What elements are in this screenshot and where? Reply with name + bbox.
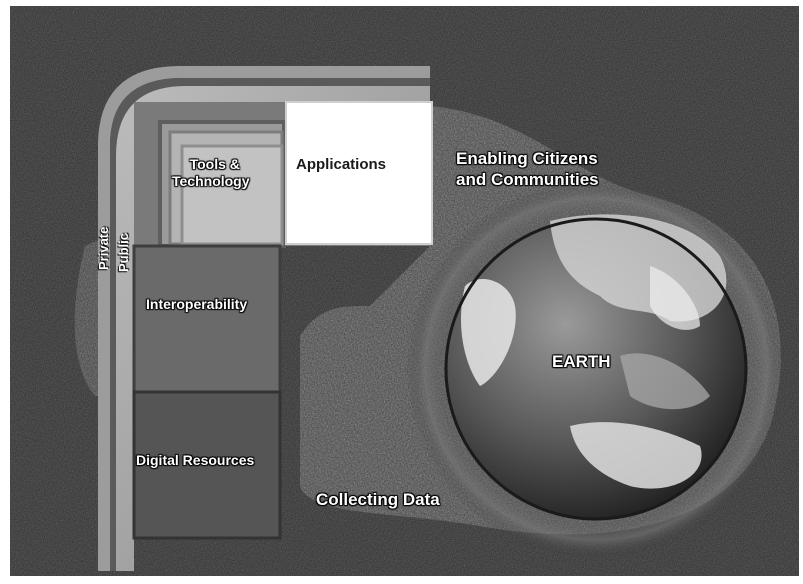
tools-technology-label: Tools & Technology	[172, 156, 250, 190]
enabling-line2: and Communities	[456, 170, 599, 189]
applications-block	[285, 101, 433, 245]
private-label: Private	[96, 226, 111, 270]
enabling-citizens-label: Enabling Citizens and Communities	[456, 148, 599, 190]
applications-label: Applications	[296, 156, 387, 173]
enabling-line1: Enabling Citizens	[456, 149, 598, 168]
noise-background	[10, 6, 799, 576]
digital-resources-label: Digital Resources	[136, 452, 255, 468]
continent-south-america	[460, 278, 516, 386]
interoperability-block	[132, 244, 282, 394]
digital-resources-block	[132, 390, 282, 540]
tools-technology-line2: Technology	[172, 173, 250, 189]
earth-label: EARTH	[552, 352, 611, 371]
collecting-data-label: Collecting Data	[316, 490, 440, 509]
tools-technology-line1: Tools &	[189, 156, 240, 172]
interoperability-label: Interoperability	[146, 296, 248, 312]
diagram-graphics	[10, 6, 799, 576]
public-label: Public	[116, 232, 131, 272]
continent-antarctica	[570, 422, 702, 489]
